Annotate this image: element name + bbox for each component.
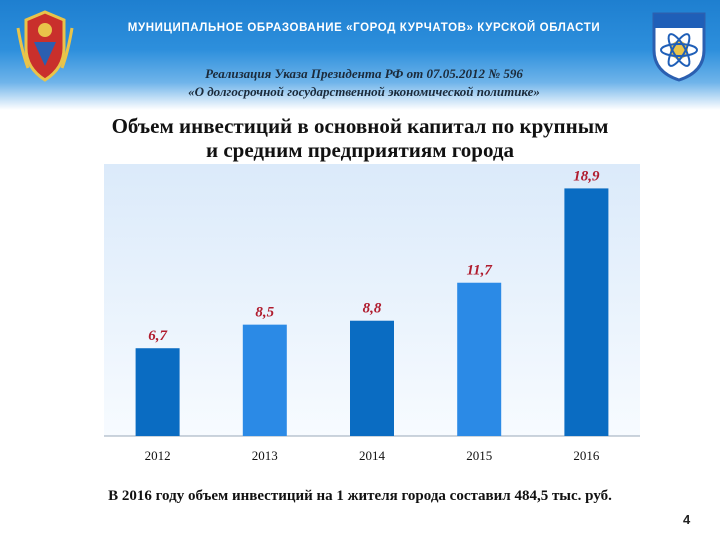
bar-2013 xyxy=(242,324,287,436)
bar-2014 xyxy=(350,320,394,436)
value-label-2015: 11,7 xyxy=(466,263,492,279)
bar-2012 xyxy=(135,348,180,436)
value-label-2016: 18,9 xyxy=(573,168,600,184)
city-coat-of-arms-icon xyxy=(652,12,706,82)
page-number: 4 xyxy=(683,512,691,527)
region-coat-of-arms-icon xyxy=(16,10,74,82)
bar-2016 xyxy=(564,188,609,436)
chart-title-line1: Объем инвестиций в основной капитал по к… xyxy=(111,114,609,138)
footer-note: В 2016 году объем инвестиций на 1 жителя… xyxy=(108,488,612,504)
x-tick-label-2015: 2015 xyxy=(466,448,492,463)
header-banner xyxy=(0,0,720,110)
subtitle-decree: Реализация Указа Президента РФ от 07.05.… xyxy=(205,66,523,81)
x-tick-label-2012: 2012 xyxy=(145,448,171,463)
value-label-2014: 8,8 xyxy=(363,301,382,317)
chart-title-line2: и средним предприятиям города xyxy=(206,138,514,162)
x-tick-label-2014: 2014 xyxy=(359,448,386,463)
bar-chart: 6,7 8,5 8,8 11,7 18,9 2012 2013 2014 2015 2016 xyxy=(104,164,640,463)
value-label-2013: 8,5 xyxy=(255,305,274,321)
bar-2015 xyxy=(457,282,502,436)
x-tick-label-2016: 2016 xyxy=(573,448,600,463)
value-label-2012: 6,7 xyxy=(148,328,167,344)
org-title: МУНИЦИПАЛЬНОЕ ОБРАЗОВАНИЕ «ГОРОД КУРЧАТО… xyxy=(127,22,601,34)
subtitle-policy: «О долгосрочной государственной экономич… xyxy=(188,84,540,99)
x-tick-label-2013: 2013 xyxy=(252,448,278,463)
